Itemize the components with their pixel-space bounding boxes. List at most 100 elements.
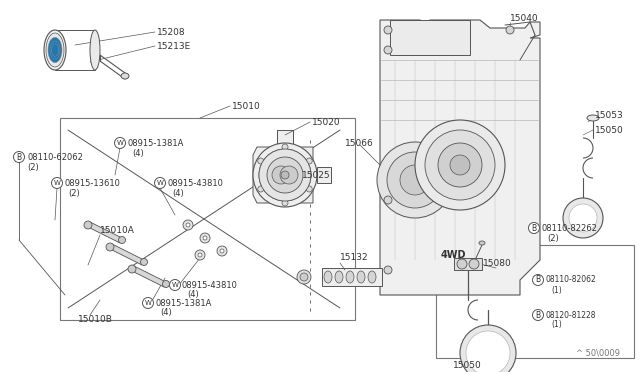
Text: 08915-1381A: 08915-1381A — [127, 138, 184, 148]
Ellipse shape — [297, 270, 311, 284]
Ellipse shape — [357, 271, 365, 283]
Circle shape — [532, 275, 543, 285]
Circle shape — [282, 144, 288, 150]
Ellipse shape — [346, 271, 354, 283]
Circle shape — [450, 155, 470, 175]
Circle shape — [183, 220, 193, 230]
Text: 15132: 15132 — [340, 253, 369, 263]
Text: W: W — [116, 140, 124, 146]
Circle shape — [460, 325, 516, 372]
Circle shape — [51, 177, 63, 189]
Ellipse shape — [90, 30, 100, 70]
Circle shape — [281, 171, 289, 179]
Circle shape — [280, 166, 298, 184]
Bar — [277, 130, 293, 144]
Circle shape — [84, 221, 92, 229]
Circle shape — [281, 171, 289, 179]
Circle shape — [438, 143, 482, 187]
Circle shape — [220, 249, 224, 253]
Text: ^ 50\0009: ^ 50\0009 — [576, 349, 620, 357]
Text: (2): (2) — [68, 189, 80, 198]
Circle shape — [106, 243, 114, 251]
Polygon shape — [112, 244, 142, 265]
Circle shape — [141, 259, 147, 266]
Circle shape — [217, 246, 227, 256]
Circle shape — [506, 26, 514, 34]
Circle shape — [118, 237, 125, 244]
Circle shape — [469, 259, 479, 269]
Ellipse shape — [46, 33, 64, 67]
Text: W: W — [145, 300, 152, 306]
Circle shape — [258, 158, 264, 164]
Ellipse shape — [368, 271, 376, 283]
Circle shape — [569, 204, 597, 232]
Circle shape — [457, 259, 467, 269]
Text: (1): (1) — [551, 321, 562, 330]
Circle shape — [267, 157, 303, 193]
Text: 15025: 15025 — [302, 170, 331, 180]
Circle shape — [259, 149, 311, 201]
Text: 15213E: 15213E — [157, 42, 191, 51]
Text: 15080: 15080 — [483, 259, 512, 267]
Ellipse shape — [121, 73, 129, 79]
Circle shape — [253, 143, 317, 207]
Circle shape — [154, 177, 166, 189]
Text: W: W — [157, 180, 163, 186]
Ellipse shape — [48, 38, 62, 62]
Text: 08110-82262: 08110-82262 — [542, 224, 598, 232]
Text: B: B — [17, 153, 22, 161]
Circle shape — [200, 233, 210, 243]
Text: 4WD: 4WD — [441, 250, 467, 260]
Text: 15010A: 15010A — [100, 225, 135, 234]
Ellipse shape — [479, 241, 485, 245]
Text: 15040: 15040 — [510, 13, 539, 22]
Text: W: W — [172, 282, 179, 288]
Circle shape — [195, 250, 205, 260]
Ellipse shape — [50, 41, 60, 59]
Text: (4): (4) — [187, 291, 199, 299]
Polygon shape — [253, 147, 313, 203]
Text: 15050: 15050 — [453, 360, 482, 369]
Ellipse shape — [44, 30, 66, 70]
Text: B: B — [531, 224, 536, 232]
Text: 08110-62062: 08110-62062 — [27, 153, 83, 161]
Polygon shape — [380, 20, 540, 295]
Circle shape — [143, 298, 154, 308]
Circle shape — [186, 223, 190, 227]
Circle shape — [532, 310, 543, 321]
Text: 15050: 15050 — [595, 125, 624, 135]
Circle shape — [198, 253, 202, 257]
Circle shape — [271, 165, 291, 185]
Circle shape — [307, 158, 312, 164]
Circle shape — [13, 151, 24, 163]
Ellipse shape — [587, 115, 599, 121]
Text: (1): (1) — [551, 285, 562, 295]
Text: B: B — [536, 276, 541, 285]
Text: 15020: 15020 — [312, 118, 340, 126]
Bar — [317, 167, 331, 183]
Circle shape — [259, 149, 311, 201]
Text: (4): (4) — [160, 308, 172, 317]
Circle shape — [384, 26, 392, 34]
Circle shape — [384, 266, 392, 274]
Circle shape — [415, 120, 505, 210]
Text: (4): (4) — [172, 189, 184, 198]
Circle shape — [307, 186, 312, 192]
Text: 15010B: 15010B — [78, 315, 113, 324]
Text: 15066: 15066 — [345, 138, 374, 148]
Circle shape — [563, 198, 603, 238]
Polygon shape — [90, 222, 120, 243]
Text: 08915-1381A: 08915-1381A — [155, 298, 211, 308]
Text: 08915-13610: 08915-13610 — [64, 179, 120, 187]
Circle shape — [400, 165, 430, 195]
Text: (4): (4) — [132, 148, 144, 157]
Text: (2): (2) — [27, 163, 39, 171]
Circle shape — [128, 265, 136, 273]
Bar — [436, 245, 634, 358]
Circle shape — [377, 142, 453, 218]
Circle shape — [203, 236, 207, 240]
Circle shape — [384, 46, 392, 54]
Circle shape — [163, 280, 170, 288]
Circle shape — [115, 138, 125, 148]
Bar — [390, 20, 470, 55]
